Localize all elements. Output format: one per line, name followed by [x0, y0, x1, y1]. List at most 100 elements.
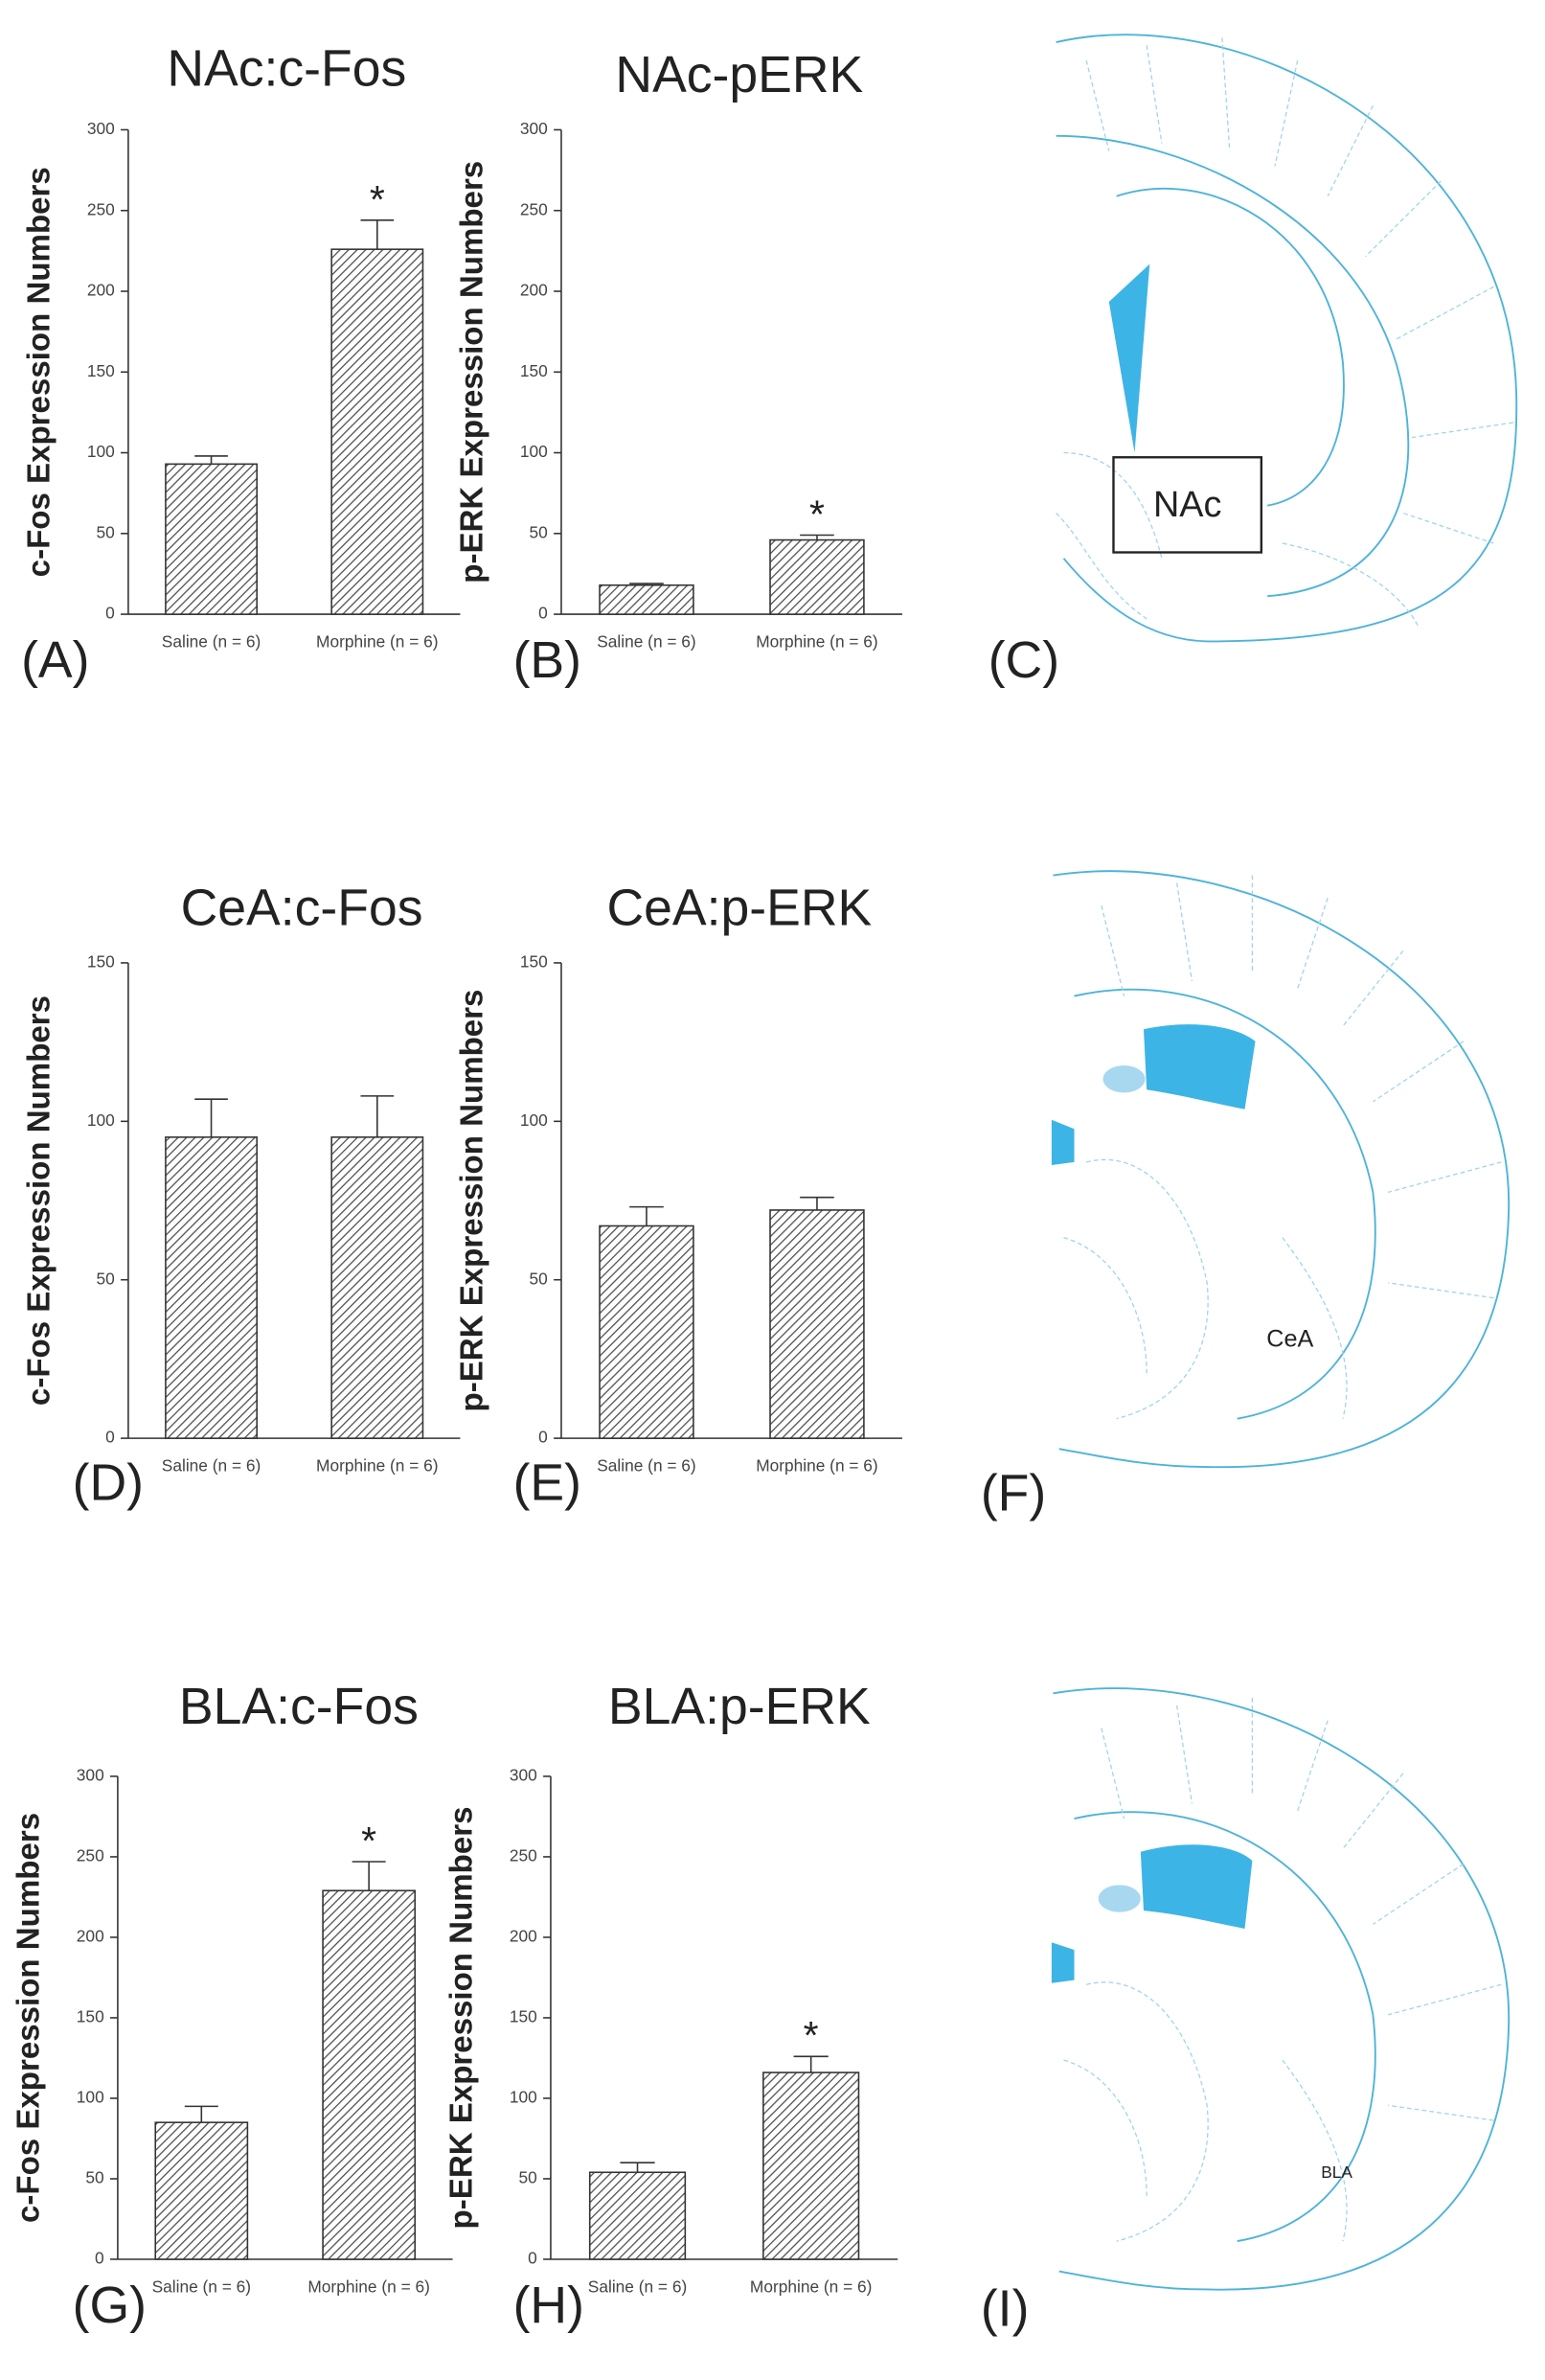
y-tick-label: 250 [520, 199, 548, 218]
y-axis-label: p-ERK Expression Numbers [454, 990, 489, 1412]
x-tick-label: Saline (n = 6) [162, 632, 261, 652]
x-tick-label: Saline (n = 6) [152, 2277, 251, 2296]
significance: * [809, 492, 825, 536]
panel-label: (G) [73, 2277, 147, 2334]
error-bar [360, 1095, 395, 1137]
y-tick-label: 250 [510, 1846, 537, 1865]
y-tick-label: 100 [87, 1110, 115, 1130]
region-label: BLA [1321, 2163, 1352, 2182]
y-tick-label: 250 [77, 1846, 104, 1865]
region-label: CeA [1266, 1325, 1313, 1352]
y-tick-label: 150 [77, 2007, 104, 2026]
panel-label: (F) [981, 1466, 1046, 1522]
error-bar [800, 534, 834, 540]
y-axis-label: c-Fos Expression Numbers [21, 167, 57, 577]
y-tick-label: 250 [87, 199, 115, 218]
y-tick-label: 50 [530, 1269, 548, 1288]
x-tick-label: Saline (n = 6) [588, 2277, 687, 2296]
bar [165, 1136, 258, 1439]
panel-label: (E) [513, 1455, 581, 1512]
y-tick-label: 150 [87, 952, 115, 972]
bar [330, 1136, 424, 1439]
y-tick-label: 50 [96, 1269, 114, 1288]
x-tick-label: Morphine (n = 6) [750, 2277, 873, 2296]
bar [588, 2171, 687, 2260]
bar [154, 2121, 249, 2260]
chart-title: BLA:p-ERK [608, 1679, 871, 1735]
bar [322, 1889, 417, 2260]
error-bar [194, 455, 228, 465]
y-tick-label: 300 [77, 1766, 104, 1785]
y-tick-label: 0 [528, 2249, 537, 2268]
y-tick-label: 300 [510, 1766, 537, 1785]
x-tick-label: Saline (n = 6) [597, 1456, 695, 1476]
significance: * [804, 2013, 819, 2057]
error-bar [184, 2105, 218, 2123]
x-tick-label: Saline (n = 6) [597, 632, 695, 652]
y-tick-label: 50 [85, 2168, 103, 2187]
y-tick-label: 0 [95, 2249, 104, 2268]
significance: * [361, 1819, 376, 1863]
bar [599, 1224, 694, 1439]
y-tick-label: 300 [520, 119, 548, 138]
x-tick-label: Morphine (n = 6) [756, 632, 878, 652]
y-tick-label: 200 [77, 1927, 104, 1946]
error-bar [793, 2055, 829, 2073]
x-tick-label: Saline (n = 6) [162, 1456, 261, 1476]
y-tick-label: 0 [538, 1428, 548, 1447]
y-tick-label: 100 [520, 1110, 548, 1130]
y-tick-label: 50 [96, 522, 114, 541]
y-tick-label: 100 [520, 442, 548, 461]
error-bar [194, 1098, 228, 1137]
y-tick-label: 200 [87, 281, 115, 300]
error-bar [360, 219, 395, 250]
error-bar [629, 1205, 664, 1226]
y-tick-label: 150 [520, 952, 548, 972]
error-bar [800, 1196, 834, 1210]
bar [599, 584, 694, 615]
y-tick-label: 50 [530, 522, 548, 541]
region-label: NAc [1153, 485, 1221, 525]
x-tick-label: Morphine (n = 6) [316, 632, 439, 652]
panel-label: (A) [21, 632, 89, 689]
bar [769, 1209, 865, 1439]
y-tick-label: 50 [519, 2168, 537, 2187]
error-bar [629, 583, 664, 585]
panel-label: (I) [981, 2280, 1030, 2337]
y-tick-label: 0 [538, 604, 548, 623]
chart-title: CeA:p-ERK [606, 881, 872, 937]
error-bar [352, 1861, 386, 1891]
x-tick-label: Morphine (n = 6) [307, 2277, 430, 2296]
y-tick-label: 0 [105, 604, 115, 623]
y-tick-label: 100 [77, 2088, 104, 2107]
y-axis-label: c-Fos Expression Numbers [11, 1813, 46, 2223]
y-tick-label: 0 [105, 1428, 115, 1447]
chart-title: NAc:c-Fos [167, 41, 406, 98]
chart-title: NAc-pERK [615, 47, 863, 103]
brain-i [1051, 1687, 1511, 2291]
y-axis-label: p-ERK Expression Numbers [454, 161, 489, 584]
x-tick-label: Morphine (n = 6) [756, 1456, 878, 1476]
significance: * [370, 177, 385, 221]
bar [330, 248, 424, 615]
panel-label: (C) [988, 632, 1059, 689]
panel-label: (D) [73, 1455, 144, 1512]
y-axis-label: c-Fos Expression Numbers [21, 995, 57, 1406]
chart-title: BLA:c-Fos [179, 1679, 419, 1735]
y-tick-label: 150 [520, 361, 548, 380]
chart-title: CeA:c-Fos [181, 881, 423, 937]
panel-label: (B) [513, 632, 581, 689]
y-tick-label: 150 [87, 361, 115, 380]
brain-f [1051, 870, 1511, 1469]
panel-label: (H) [513, 2277, 584, 2334]
bar [762, 2071, 860, 2260]
bar [769, 538, 865, 615]
y-tick-label: 200 [520, 281, 548, 300]
brain-c [1056, 34, 1518, 643]
y-axis-label: p-ERK Expression Numbers [443, 1806, 479, 2229]
bar [165, 463, 258, 615]
error-bar [620, 2162, 655, 2173]
x-tick-label: Morphine (n = 6) [316, 1456, 439, 1476]
y-tick-label: 300 [87, 119, 115, 138]
